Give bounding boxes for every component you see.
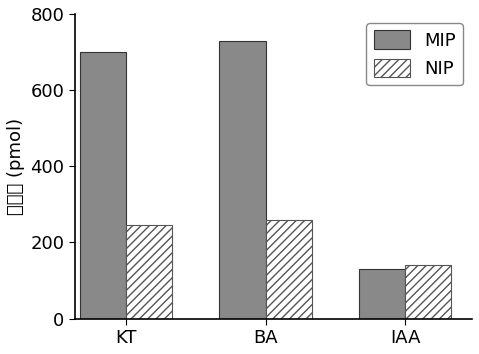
Bar <box>219 41 265 319</box>
Y-axis label: 萌取量 (pmol): 萌取量 (pmol) <box>7 118 25 215</box>
Bar <box>80 52 126 319</box>
Bar <box>265 219 312 319</box>
Bar <box>405 265 451 319</box>
Legend: MIP, NIP: MIP, NIP <box>366 23 463 85</box>
Bar <box>359 269 405 319</box>
Bar <box>126 225 172 319</box>
